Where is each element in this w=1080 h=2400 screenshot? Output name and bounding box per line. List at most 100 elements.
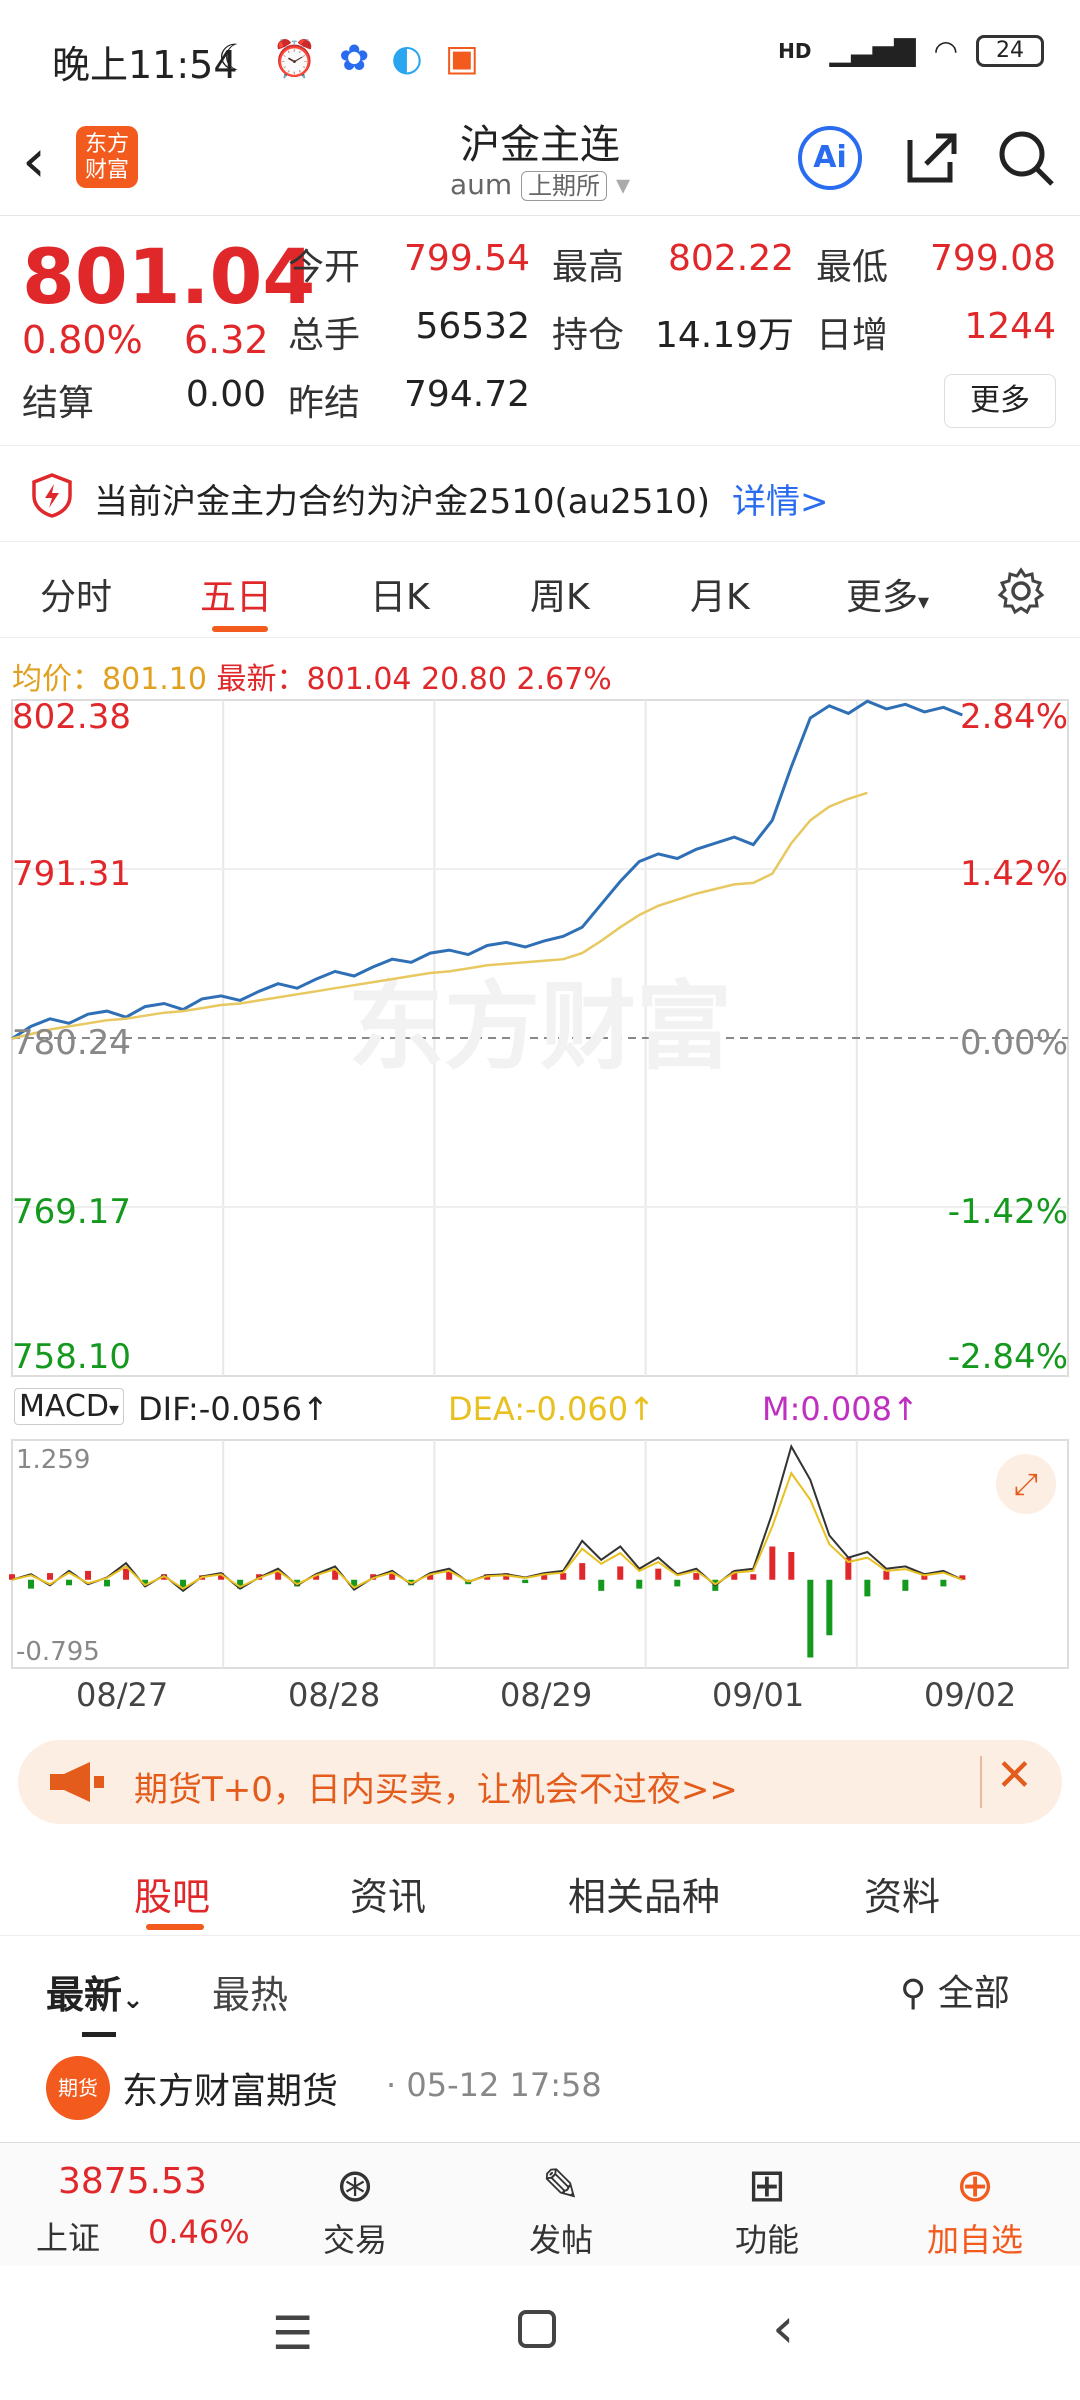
add-watchlist-button[interactable]: ⊕ 加自选	[910, 2155, 1040, 2261]
contract-code: aum	[449, 168, 513, 201]
field-label: 总手	[288, 315, 361, 356]
macd-dea: DEA:-0.060↑	[448, 1390, 655, 1428]
active-tab-indicator	[146, 1924, 204, 1930]
pct-tick-label: 0.00%	[960, 1023, 1068, 1063]
home-icon[interactable]	[518, 2310, 556, 2348]
more-button[interactable]: 更多	[944, 374, 1056, 428]
menu-icon[interactable]: ☰	[272, 2306, 314, 2360]
latest-label: 最新：	[216, 662, 307, 697]
macd-dif: DIF:-0.056↑	[138, 1390, 329, 1428]
latest-pct: 2.67%	[516, 662, 612, 697]
pct-tick-label: 1.42%	[960, 854, 1068, 894]
price-chart[interactable]: 东方财富 802.38 791.31 780.24 769.17 758.10 2.84% 1…	[0, 690, 1080, 1386]
post-author[interactable]: 东方财富期货	[122, 2071, 339, 2112]
caret-down-icon: ▾	[918, 590, 930, 615]
tab-news[interactable]: 资讯	[350, 1875, 427, 1919]
macd-header: MACD▾ DIF:-0.056↑ DEA:-0.060↑ M:0.008↑	[0, 1386, 1080, 1436]
status-right: HD ▁▃▅▇ ◠ 24	[778, 34, 1044, 67]
sort-tabs: 最新⌄ 最热 ⚲ 全部	[0, 1936, 1080, 2046]
back-nav-icon[interactable]: ‹	[772, 2296, 795, 2361]
signal-icon: ▁▃▅▇	[829, 34, 916, 67]
field-value: 1244	[964, 306, 1056, 347]
field-label: 昨结	[288, 383, 361, 424]
filter-icon: ⚲	[900, 1973, 927, 2014]
trade-icon: ⊛	[335, 2158, 375, 2212]
dea-line	[11, 1471, 963, 1590]
tab-guba[interactable]: 股吧	[134, 1875, 211, 1919]
tab-info[interactable]: 资料	[864, 1875, 941, 1919]
exchange-badge: 上期所	[521, 171, 608, 201]
tab-monthly-k[interactable]: 月K	[690, 577, 750, 618]
back-icon[interactable]: ‹	[22, 126, 46, 196]
index-pct: 0.46%	[148, 2213, 250, 2251]
tab-related[interactable]: 相关品种	[568, 1875, 721, 1919]
edit-icon: ✎	[541, 2158, 581, 2212]
expand-icon[interactable]: ⤢	[1014, 1467, 1038, 1502]
caret-down-icon: ▾	[108, 1397, 119, 1421]
post-time: · 05-12 17:58	[386, 2066, 602, 2104]
app-badge-icon: ▣	[444, 38, 479, 79]
price-line	[11, 699, 963, 1040]
tab-more-label: 更多	[846, 577, 919, 618]
divider	[980, 1756, 982, 1808]
promo-banner[interactable]: 期货T+0，日内买卖，让机会不过夜>> ✕	[18, 1740, 1062, 1824]
trade-label: 交易	[322, 2221, 387, 2259]
change-value: 6.32	[184, 318, 269, 362]
macd-selector[interactable]: MACD▾	[14, 1388, 124, 1425]
ai-button[interactable]: Ai	[798, 126, 862, 190]
contract-notice[interactable]: 当前沪金主力合约为沪金2510(au2510) 详情>	[0, 446, 1080, 542]
sort-latest[interactable]: 最新⌄	[46, 1964, 144, 2019]
chevron-down-icon: ⌄	[122, 1985, 144, 2015]
post-item[interactable]: 期货 东方财富期货 · 05-12 17:58	[0, 2050, 1080, 2140]
price-tick-label: 780.24	[12, 1023, 131, 1063]
tab-intraday[interactable]: 分时	[40, 577, 113, 618]
tab-five-day[interactable]: 五日	[200, 577, 273, 618]
price-tick-label: 802.38	[12, 697, 131, 737]
field-value: 0.00	[185, 374, 266, 415]
close-icon[interactable]: ✕	[996, 1750, 1033, 1801]
date-label: 09/01	[712, 1676, 805, 1714]
tab-weekly-k[interactable]: 周K	[530, 577, 590, 618]
macd-m: M:0.008↑	[762, 1390, 919, 1428]
sort-indicator	[82, 2032, 116, 2037]
avg-label: 均价：	[12, 662, 102, 697]
grid-icon: ⊞	[747, 2158, 787, 2212]
price-tick-label: 769.17	[12, 1192, 131, 1232]
gear-icon[interactable]	[996, 566, 1046, 616]
notice-detail-link[interactable]: 详情>	[732, 482, 829, 522]
trade-button[interactable]: ⊛ 交易	[290, 2155, 420, 2261]
post-button[interactable]: ✎ 发帖	[496, 2155, 626, 2261]
page-title: 沪金主连	[460, 122, 620, 168]
field-label: 结算	[22, 383, 95, 424]
bottom-bar: 3875.53 上证 0.46% ⊛ 交易 ✎ 发帖 ⊞ 功能 ⊕ 加自选	[0, 2142, 1080, 2266]
pct-tick-label: -2.84%	[948, 1337, 1068, 1377]
date-label: 09/02	[924, 1676, 1017, 1714]
date-label: 08/28	[288, 1676, 381, 1714]
period-tabs: 分时 五日 日K 周K 月K 更多▾	[0, 542, 1080, 638]
status-icons: ☾ ⏰ ✿ ◐ ▣	[218, 38, 479, 80]
pct-tick-label: -1.42%	[948, 1192, 1068, 1232]
date-label: 08/29	[500, 1676, 593, 1714]
contract-subtitle[interactable]: aum 上期所 ▾	[0, 166, 1080, 201]
field-value: 794.72	[404, 374, 530, 415]
last-price: 801.04	[22, 232, 316, 321]
active-tab-indicator	[212, 626, 268, 632]
search-icon[interactable]	[994, 126, 1058, 190]
field-label: 今开	[288, 247, 361, 288]
macd-chart[interactable]: 1.259 -0.795 ⤢	[0, 1438, 1080, 1672]
avatar[interactable]: 期货	[46, 2056, 110, 2120]
field-label: 最低	[816, 247, 889, 288]
tab-more[interactable]: 更多▾	[846, 568, 929, 620]
filter-button[interactable]: ⚲ 全部	[900, 1964, 1010, 2016]
function-button[interactable]: ⊞ 功能	[702, 2155, 832, 2261]
field-label: 最高	[552, 247, 625, 288]
app-icon: ◐	[391, 38, 423, 79]
index-value[interactable]: 3875.53	[58, 2161, 207, 2202]
share-icon[interactable]	[900, 126, 964, 190]
battery-icon: 24	[976, 34, 1044, 67]
latest-change: 20.80	[421, 662, 507, 697]
sort-hot[interactable]: 最热	[212, 1973, 289, 2017]
tab-daily-k[interactable]: 日K	[370, 577, 430, 618]
post-time-value: 05-12 17:58	[406, 2066, 602, 2104]
plus-circle-icon: ⊕	[955, 2158, 995, 2212]
